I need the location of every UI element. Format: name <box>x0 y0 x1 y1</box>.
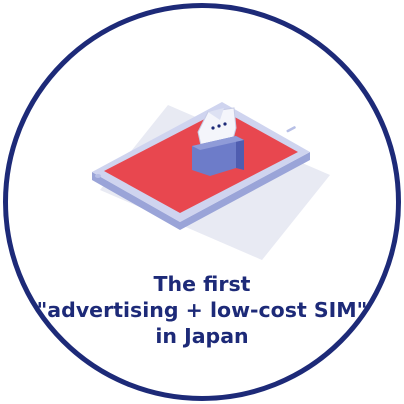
sim-contact-dot <box>223 122 227 126</box>
sim-holder-top <box>192 136 244 150</box>
home-button-icon <box>95 174 101 178</box>
caption-line-1: The first <box>153 272 251 296</box>
sim-holder-side <box>236 136 244 170</box>
device-side <box>92 152 310 230</box>
caption-line-3: in Japan <box>155 324 249 348</box>
caption-line-2: "advertising + low-cost SIM" <box>36 298 368 322</box>
sim-contact-dot <box>211 126 215 130</box>
sim-card-fold <box>208 108 224 120</box>
speaker-icon <box>286 126 296 133</box>
sim-contact-dot <box>217 124 221 128</box>
caption: The first "advertising + low-cost SIM" i… <box>0 271 404 349</box>
